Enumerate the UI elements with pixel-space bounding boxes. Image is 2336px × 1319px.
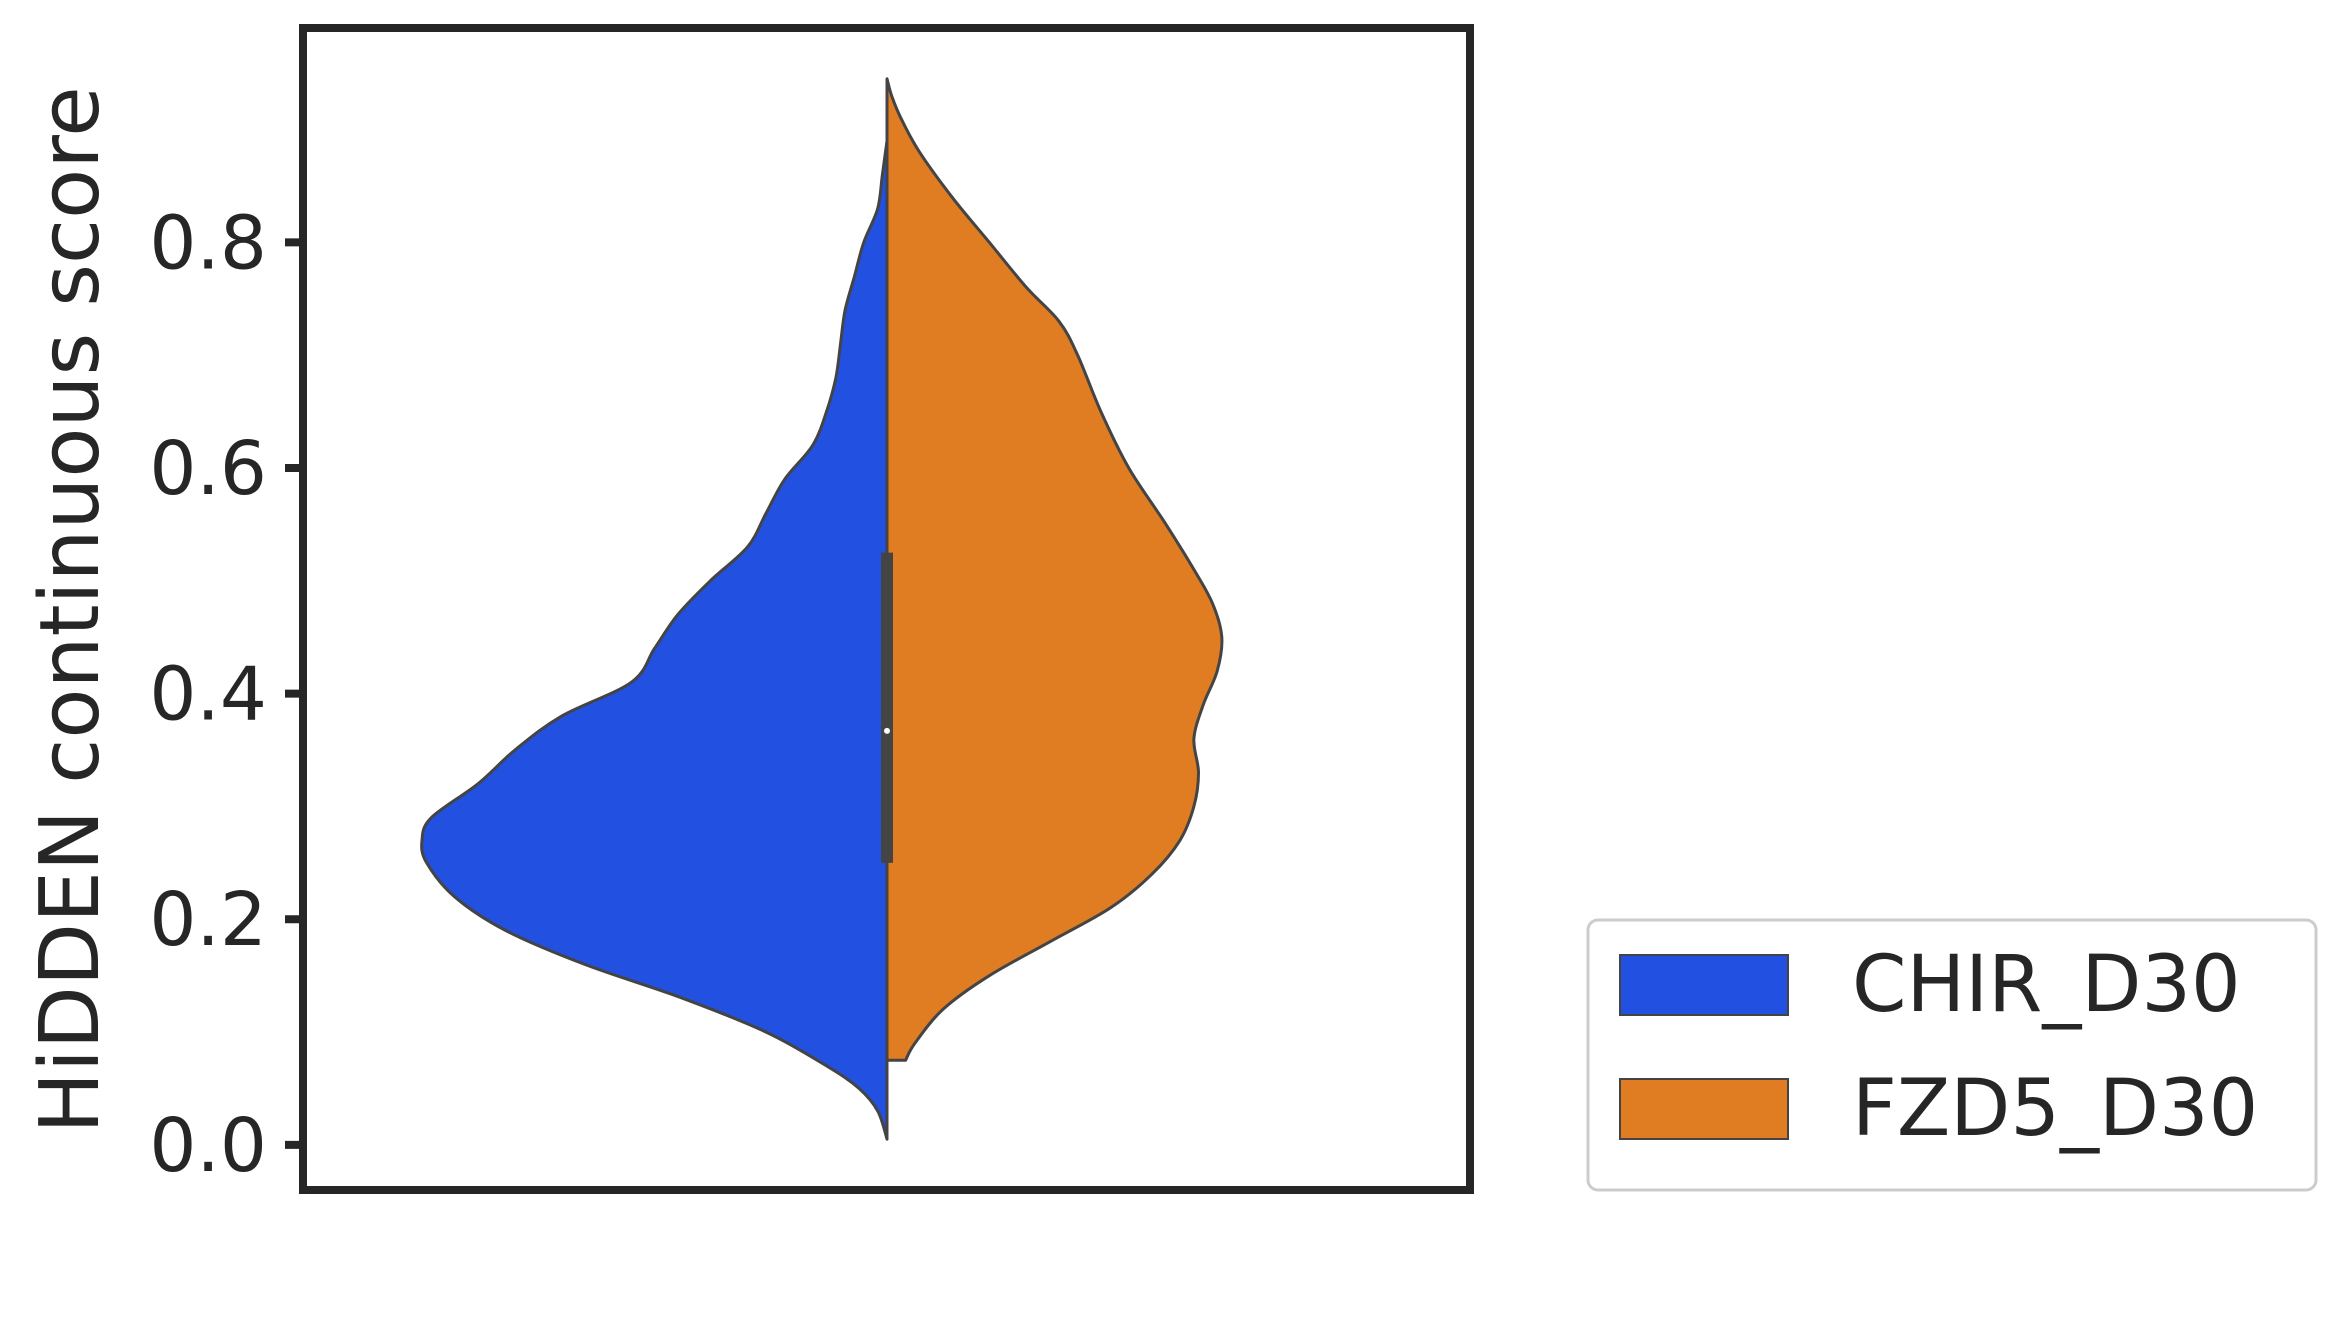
median-marker <box>884 727 890 734</box>
y-axis-label: HiDDEN continuous score <box>23 86 118 1133</box>
y-axis: 0.0 0.2 0.4 0.6 0.8 <box>149 200 303 1189</box>
legend-label: CHIR_D30 <box>1852 940 2241 1030</box>
y-tick-label: 0.0 <box>149 1103 267 1189</box>
axes-frame <box>299 24 1474 1194</box>
y-tick-label: 0.4 <box>149 652 267 738</box>
y-tick-label: 0.8 <box>149 200 267 286</box>
legend: CHIR_D30 FZD5_D30 <box>1586 918 2318 1192</box>
y-tick-label: 0.6 <box>149 426 267 512</box>
legend-swatch <box>1619 1078 1789 1140</box>
legend-swatch <box>1619 954 1789 1016</box>
violin-half-fzd5-d30 <box>885 77 1224 1062</box>
plot-area <box>420 77 1224 1141</box>
y-tick-label: 0.2 <box>149 877 267 963</box>
legend-label: FZD5_D30 <box>1852 1064 2258 1154</box>
violin-half-chir-d30 <box>420 139 889 1141</box>
